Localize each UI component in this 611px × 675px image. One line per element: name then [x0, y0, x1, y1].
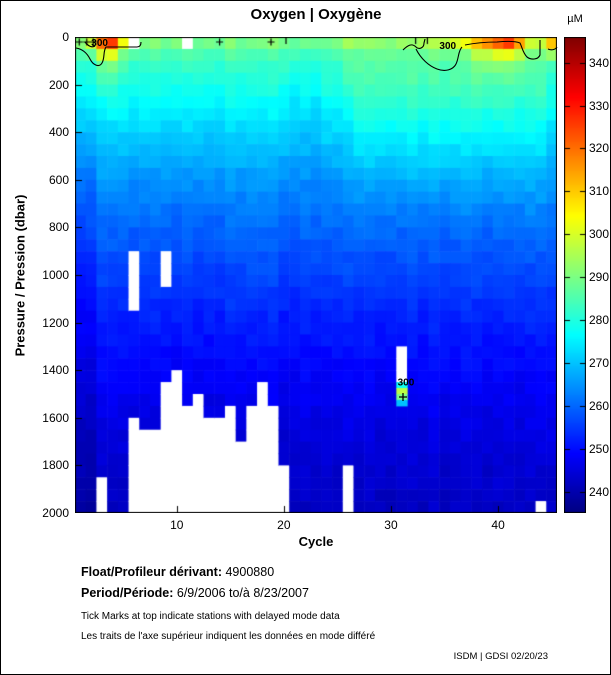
y-tick-label: 1000 [42, 268, 69, 282]
delayed-mode-note-fr: Les traits de l'axe supérieur indiquent … [81, 631, 376, 642]
float-id-value: 4900880 [225, 565, 275, 579]
y-tick-label: 2000 [42, 506, 69, 520]
contour-label-300: 300 [398, 378, 415, 389]
heatmap-plot-area: 300 300 300 [75, 37, 558, 513]
colorbar-tick-label: 340 [589, 55, 610, 70]
contour-label-300: 300 [439, 41, 456, 52]
chart-title: Oxygen | Oxygène [250, 6, 382, 23]
contour-labels: 300 300 300 [91, 38, 456, 389]
float-id-line: Float/Profileur dérivant: 4900880 [81, 565, 274, 579]
y-tick-label: 1600 [42, 410, 69, 425]
contour-overlay: 300 300 300 [75, 38, 558, 401]
colorbar-tick-label: 330 [589, 98, 610, 113]
colorbar-tick-label: 260 [589, 398, 610, 413]
colorbar-canvas [564, 37, 586, 513]
credit-stamp: ISDM | GDSI 02/20/23 [453, 651, 548, 662]
y-tick-label: 200 [48, 77, 69, 92]
colorbar-tick-label: 280 [589, 313, 610, 328]
period-value: 6/9/2006 to/à 8/23/2007 [176, 586, 309, 600]
colorbar-tick-label: 320 [589, 141, 610, 156]
colorbar-tick-label: 290 [589, 270, 610, 285]
x-tick-label: 20 [277, 518, 291, 532]
y-tick-label: 0 [62, 30, 69, 44]
y-tick-label: 600 [48, 172, 69, 187]
float-id-label: Float/Profileur dérivant: [81, 565, 222, 579]
colorbar-tick-label: 240 [589, 484, 610, 499]
contour-lines [75, 38, 558, 401]
y-tick-label: 800 [48, 220, 69, 235]
y-tick-label: 1400 [42, 363, 69, 378]
colorbar-tick-label: 310 [589, 184, 610, 199]
y-tick-label: 1200 [42, 315, 69, 330]
period-label: Period/Période: [81, 586, 174, 600]
colorbar-unit-label: µM [567, 13, 583, 25]
colorbar-tick-label: 250 [589, 441, 610, 456]
x-tick-label: 40 [491, 518, 505, 532]
x-axis-label: Cycle [298, 534, 334, 549]
colorbar-tick-label: 300 [589, 227, 610, 242]
x-tick-label: 10 [170, 518, 184, 532]
colorbar-tick-label: 270 [589, 355, 610, 370]
oxygen-heatmap-canvas [75, 37, 557, 513]
y-tick-label: 400 [48, 125, 69, 140]
y-tick-label: 1800 [42, 458, 69, 473]
delayed-mode-note-en: Tick Marks at top indicate stations with… [81, 611, 340, 622]
period-line: Period/Période: 6/9/2006 to/à 8/23/2007 [81, 586, 309, 600]
contour-label-300: 300 [91, 38, 108, 49]
x-tick-label: 30 [384, 518, 398, 532]
colorbar [564, 37, 586, 513]
